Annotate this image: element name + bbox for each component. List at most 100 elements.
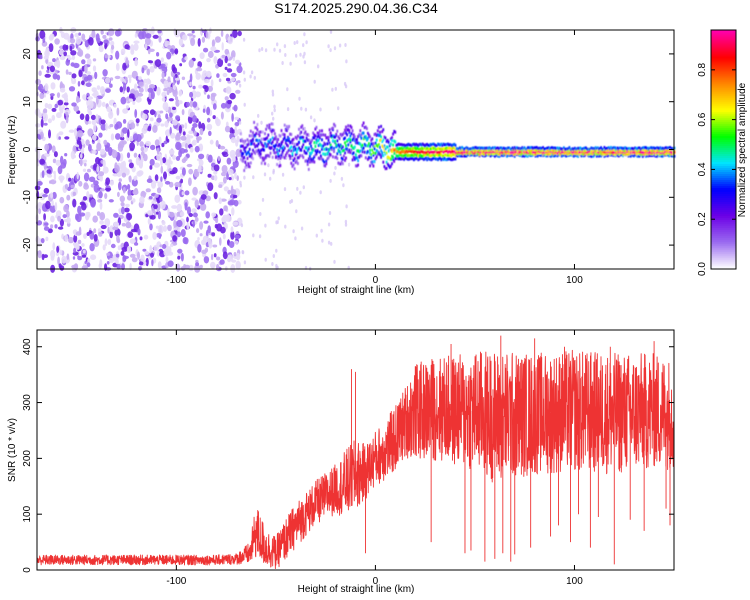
noise-speck bbox=[231, 207, 235, 216]
signal-cell bbox=[632, 153, 634, 157]
signal-cell bbox=[388, 148, 391, 152]
signal-cell bbox=[281, 152, 284, 155]
noise-speck bbox=[263, 172, 267, 177]
signal-cell bbox=[290, 145, 293, 149]
signal-cell bbox=[310, 157, 312, 161]
signal-cell bbox=[616, 151, 619, 155]
noise-speck bbox=[123, 82, 127, 91]
signal-cell bbox=[256, 139, 259, 142]
signal-cell bbox=[473, 149, 475, 153]
signal-cell bbox=[240, 144, 242, 148]
noise-speck bbox=[89, 194, 93, 198]
colorbar-strip bbox=[711, 227, 736, 230]
colorbar-strip bbox=[711, 259, 736, 262]
noise-speck bbox=[56, 112, 62, 119]
signal-cell bbox=[304, 130, 307, 134]
signal-cell bbox=[542, 148, 544, 152]
noise-speck bbox=[226, 68, 233, 73]
noise-speck bbox=[42, 37, 46, 43]
signal-cell bbox=[535, 148, 538, 152]
noise-speck bbox=[145, 188, 151, 193]
noise-speck bbox=[202, 235, 210, 243]
signal-cell bbox=[402, 143, 404, 147]
noise-speck bbox=[149, 165, 153, 170]
signal-cell bbox=[427, 156, 430, 160]
colorbar-strip bbox=[711, 73, 736, 77]
noise-speck bbox=[150, 90, 155, 100]
noise-speck bbox=[43, 108, 48, 114]
signal-cell bbox=[430, 147, 433, 151]
noise-speck bbox=[96, 37, 101, 44]
noise-speck bbox=[53, 151, 58, 158]
noise-speck bbox=[143, 153, 148, 162]
noise-speck bbox=[334, 86, 337, 91]
signal-cell bbox=[522, 153, 525, 157]
signal-cell bbox=[392, 143, 394, 147]
signal-cell bbox=[563, 150, 565, 154]
signal-cell bbox=[597, 148, 599, 152]
signal-cell bbox=[460, 154, 462, 158]
signal-cell bbox=[254, 151, 257, 155]
signal-cell bbox=[280, 153, 283, 157]
signal-cell bbox=[375, 149, 378, 152]
noise-speck bbox=[94, 71, 98, 80]
signal-cell bbox=[534, 151, 537, 155]
signal-cell bbox=[253, 150, 255, 154]
signal-cell bbox=[463, 154, 466, 158]
signal-cell bbox=[312, 131, 315, 135]
signal-cell bbox=[587, 152, 589, 156]
signal-cell bbox=[372, 151, 375, 155]
signal-cell bbox=[364, 125, 367, 129]
noise-speck bbox=[102, 159, 106, 168]
noise-speck bbox=[295, 53, 298, 58]
noise-speck bbox=[70, 50, 77, 56]
signal-cell bbox=[499, 146, 502, 150]
signal-cell bbox=[471, 151, 473, 155]
signal-cell bbox=[534, 148, 537, 152]
colorbar-strip bbox=[711, 217, 736, 220]
signal-cell bbox=[392, 147, 394, 151]
signal-cell bbox=[371, 148, 374, 152]
signal-cell bbox=[280, 129, 283, 133]
colorbar-strip bbox=[711, 65, 736, 69]
signal-cell bbox=[328, 141, 331, 145]
signal-cell bbox=[409, 149, 412, 153]
noise-speck bbox=[127, 184, 131, 190]
signal-cell bbox=[393, 139, 396, 143]
signal-cell bbox=[293, 157, 296, 161]
signal-cell bbox=[570, 150, 573, 154]
noise-speck bbox=[165, 256, 169, 263]
signal-cell bbox=[413, 146, 415, 150]
noise-speck bbox=[70, 184, 75, 189]
signal-cell bbox=[434, 149, 437, 153]
signal-cell bbox=[256, 128, 259, 132]
signal-cell bbox=[391, 139, 393, 143]
signal-cell bbox=[282, 155, 285, 159]
noise-speck bbox=[59, 196, 65, 204]
noise-speck bbox=[172, 235, 178, 242]
signal-cell bbox=[660, 149, 663, 153]
noise-speck bbox=[267, 163, 270, 168]
signal-cell bbox=[544, 151, 547, 154]
noise-speck bbox=[172, 84, 176, 90]
signal-cell bbox=[295, 143, 298, 146]
signal-cell bbox=[274, 136, 276, 140]
noise-speck bbox=[309, 115, 313, 120]
noise-speck bbox=[79, 113, 85, 120]
noise-speck bbox=[99, 86, 106, 95]
noise-speck bbox=[115, 50, 120, 60]
noise-speck bbox=[218, 197, 222, 205]
signal-cell bbox=[548, 152, 551, 156]
signal-cell bbox=[648, 151, 651, 155]
signal-cell bbox=[292, 158, 295, 162]
noise-speck bbox=[47, 103, 53, 110]
noise-speck bbox=[224, 96, 229, 101]
signal-cell bbox=[477, 150, 480, 154]
signal-cell bbox=[450, 154, 453, 158]
signal-cell bbox=[281, 150, 284, 154]
noise-speck bbox=[81, 243, 85, 247]
noise-speck bbox=[167, 207, 170, 216]
snr-frame bbox=[36, 329, 675, 571]
colorbar-strip bbox=[711, 255, 736, 258]
signal-cell bbox=[440, 153, 443, 156]
